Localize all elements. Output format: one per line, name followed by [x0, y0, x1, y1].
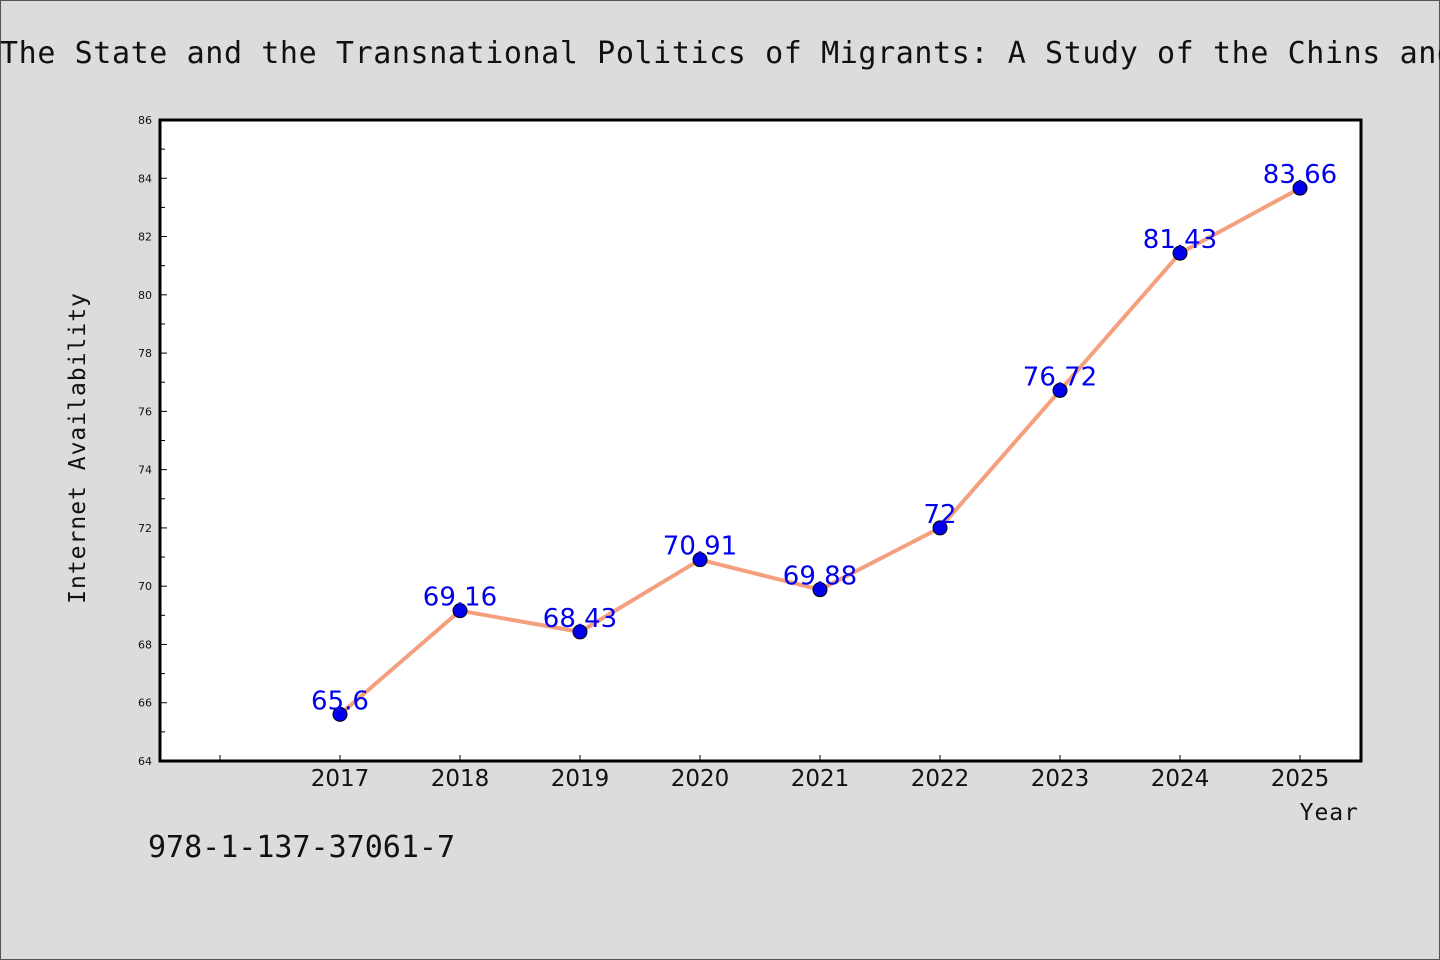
y-tick-label: 84	[138, 172, 152, 185]
data-label: 83.66	[1263, 160, 1337, 190]
data-label: 81.43	[1143, 225, 1217, 255]
y-tick-label: 70	[138, 580, 152, 593]
data-label: 76.72	[1023, 362, 1097, 392]
x-tick-label: 2022	[911, 766, 970, 792]
data-label: 69.16	[423, 583, 497, 613]
x-axis-label: Year	[1300, 800, 1359, 826]
y-tick-label: 74	[138, 464, 152, 477]
data-point	[812, 582, 828, 598]
x-tick-label: 2019	[551, 766, 610, 792]
data-point	[1052, 382, 1068, 398]
data-point	[1292, 180, 1308, 196]
y-tick-label: 80	[138, 289, 152, 302]
data-label: 69.88	[783, 562, 857, 592]
y-tick-label: 86	[138, 114, 152, 127]
series-points	[332, 180, 1308, 722]
data-point	[1172, 245, 1188, 261]
x-tick-label: 2021	[791, 766, 850, 792]
y-tick-label: 66	[138, 697, 152, 710]
x-tick-label: 2017	[311, 766, 370, 792]
x-tick-label: 2018	[431, 766, 490, 792]
data-label: 72	[923, 500, 956, 530]
data-label: 65.6	[311, 686, 369, 716]
y-tick-label: 76	[138, 405, 152, 418]
y-tick-label: 82	[138, 231, 152, 244]
x-tick-label: 2020	[671, 766, 730, 792]
data-point	[692, 552, 708, 568]
isbn-text: 978-1-137-37061-7	[148, 830, 456, 865]
x-axis-ticks: 2017 2018 2019 2020 2021 2022 2023 2024 2025	[219, 755, 1330, 792]
data-labels: 65.6 69.16 68.43 70.91 69.88 72 76.72 81.43 83.6…	[311, 160, 1337, 716]
data-point	[572, 624, 588, 640]
x-tick-label: 2025	[1271, 766, 1330, 792]
data-point	[932, 520, 948, 536]
data-label: 68.43	[543, 604, 617, 634]
chart-title: The State and the Transnational Politics…	[0, 36, 1440, 71]
y-tick-label: 78	[138, 347, 152, 360]
data-label: 70.91	[663, 532, 737, 562]
y-axis-label: Internet Availability	[65, 292, 91, 604]
data-point	[452, 603, 468, 619]
data-point	[332, 706, 348, 722]
x-tick-label: 2024	[1151, 766, 1210, 792]
y-tick-label: 68	[138, 638, 152, 651]
y-axis-ticks: 64 66 68 70 72 74 76 78 80 82 84 86	[138, 114, 167, 768]
x-tick-label: 2023	[1031, 766, 1090, 792]
y-tick-label: 64	[138, 755, 152, 768]
y-tick-label: 72	[138, 522, 152, 535]
plot-area	[158, 118, 1363, 763]
